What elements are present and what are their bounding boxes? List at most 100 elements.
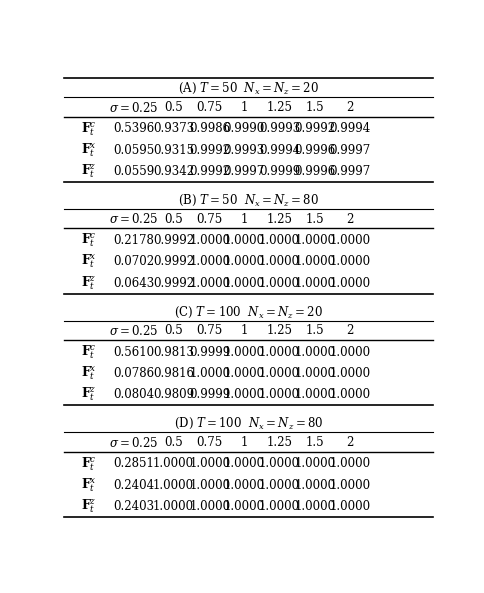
Text: 0.0804: 0.0804 [113, 388, 154, 401]
Text: 1.0000: 1.0000 [223, 479, 264, 492]
Text: 0.9373: 0.9373 [152, 122, 194, 135]
Text: 1.5: 1.5 [305, 324, 323, 337]
Text: 0.9992: 0.9992 [189, 165, 230, 178]
Text: 1.0000: 1.0000 [223, 234, 264, 247]
Text: 0.9992: 0.9992 [152, 276, 194, 289]
Text: 0.9999: 0.9999 [258, 165, 300, 178]
Text: 0.9993: 0.9993 [258, 122, 300, 135]
Text: 0.9992: 0.9992 [294, 122, 334, 135]
Text: 0.5: 0.5 [164, 101, 182, 114]
Text: 0.5: 0.5 [164, 213, 182, 226]
Text: 1.0000: 1.0000 [258, 346, 299, 359]
Text: 0.5610: 0.5610 [113, 346, 154, 359]
Text: $\mathbf{F}_t^c$: $\mathbf{F}_t^c$ [81, 455, 96, 473]
Text: $\sigma = 0.25$: $\sigma = 0.25$ [109, 212, 158, 226]
Text: 0.9996: 0.9996 [293, 144, 334, 157]
Text: $\mathbf{F}_t^x$: $\mathbf{F}_t^x$ [81, 253, 96, 270]
Text: 1.0000: 1.0000 [329, 500, 370, 513]
Text: 1: 1 [240, 213, 247, 226]
Text: 1: 1 [240, 324, 247, 337]
Text: 1.0000: 1.0000 [329, 457, 370, 470]
Text: 1.0000: 1.0000 [223, 255, 264, 268]
Text: 1.0000: 1.0000 [223, 367, 264, 380]
Text: 1.0000: 1.0000 [329, 234, 370, 247]
Text: 0.5: 0.5 [164, 436, 182, 449]
Text: 0.0643: 0.0643 [113, 276, 154, 289]
Text: 0.0595: 0.0595 [113, 144, 154, 157]
Text: 0.9997: 0.9997 [329, 144, 370, 157]
Text: 1.0000: 1.0000 [258, 479, 299, 492]
Text: 2: 2 [346, 101, 353, 114]
Text: 0.9813: 0.9813 [152, 346, 194, 359]
Text: 0.9342: 0.9342 [152, 165, 194, 178]
Text: (A) $T = 50$  $N_x = N_z = 20$: (A) $T = 50$ $N_x = N_z = 20$ [178, 81, 318, 96]
Text: 1.0000: 1.0000 [223, 276, 264, 289]
Text: 1.0000: 1.0000 [223, 457, 264, 470]
Text: 0.9992: 0.9992 [152, 234, 194, 247]
Text: (B) $T = 50$  $N_x = N_z = 80$: (B) $T = 50$ $N_x = N_z = 80$ [178, 193, 318, 208]
Text: (C) $T = 100$  $N_x = N_z = 20$: (C) $T = 100$ $N_x = N_z = 20$ [174, 304, 322, 320]
Text: $\sigma = 0.25$: $\sigma = 0.25$ [109, 436, 158, 449]
Text: 1.25: 1.25 [266, 213, 292, 226]
Text: 0.75: 0.75 [197, 101, 223, 114]
Text: 1.0000: 1.0000 [258, 234, 299, 247]
Text: 1.0000: 1.0000 [294, 346, 334, 359]
Text: 0.9986: 0.9986 [189, 122, 230, 135]
Text: 0.9816: 0.9816 [152, 367, 194, 380]
Text: 0.9990: 0.9990 [223, 122, 264, 135]
Text: 0.2851: 0.2851 [113, 457, 154, 470]
Text: 1.0000: 1.0000 [152, 500, 194, 513]
Text: 1.0000: 1.0000 [294, 367, 334, 380]
Text: 1.0000: 1.0000 [329, 388, 370, 401]
Text: 1: 1 [240, 436, 247, 449]
Text: 1.0000: 1.0000 [329, 255, 370, 268]
Text: 2: 2 [346, 436, 353, 449]
Text: 1.0000: 1.0000 [152, 457, 194, 470]
Text: 0.2178: 0.2178 [113, 234, 154, 247]
Text: 1.0000: 1.0000 [258, 255, 299, 268]
Text: 1.0000: 1.0000 [294, 388, 334, 401]
Text: 0.9999: 0.9999 [189, 388, 230, 401]
Text: 1.0000: 1.0000 [189, 500, 230, 513]
Text: 1.0000: 1.0000 [258, 367, 299, 380]
Text: $\mathbf{F}_t^x$: $\mathbf{F}_t^x$ [81, 476, 96, 494]
Text: 2: 2 [346, 213, 353, 226]
Text: 1.0000: 1.0000 [223, 346, 264, 359]
Text: 0.75: 0.75 [197, 436, 223, 449]
Text: 1.0000: 1.0000 [258, 457, 299, 470]
Text: 1.0000: 1.0000 [294, 234, 334, 247]
Text: (D) $T = 100$  $N_x = N_z = 80$: (D) $T = 100$ $N_x = N_z = 80$ [173, 416, 323, 431]
Text: 1.0000: 1.0000 [258, 500, 299, 513]
Text: 1.25: 1.25 [266, 324, 292, 337]
Text: 0.0702: 0.0702 [113, 255, 154, 268]
Text: 1.0000: 1.0000 [294, 479, 334, 492]
Text: 1.0000: 1.0000 [329, 346, 370, 359]
Text: 1.0000: 1.0000 [258, 388, 299, 401]
Text: 1.0000: 1.0000 [294, 255, 334, 268]
Text: 1.0000: 1.0000 [189, 479, 230, 492]
Text: 0.9997: 0.9997 [223, 165, 264, 178]
Text: 1.0000: 1.0000 [329, 367, 370, 380]
Text: $\sigma = 0.25$: $\sigma = 0.25$ [109, 100, 158, 114]
Text: 0.9997: 0.9997 [329, 165, 370, 178]
Text: 1.0000: 1.0000 [294, 457, 334, 470]
Text: 0.75: 0.75 [197, 213, 223, 226]
Text: 0.5: 0.5 [164, 324, 182, 337]
Text: $\mathbf{F}_t^c$: $\mathbf{F}_t^c$ [81, 343, 96, 361]
Text: $\mathbf{F}_t^z$: $\mathbf{F}_t^z$ [81, 386, 96, 403]
Text: 1.5: 1.5 [305, 213, 323, 226]
Text: 0.9993: 0.9993 [223, 144, 264, 157]
Text: 1.0000: 1.0000 [294, 500, 334, 513]
Text: 1.5: 1.5 [305, 101, 323, 114]
Text: $\mathbf{F}_t^z$: $\mathbf{F}_t^z$ [81, 162, 96, 180]
Text: 1.0000: 1.0000 [189, 457, 230, 470]
Text: 1.0000: 1.0000 [223, 388, 264, 401]
Text: 0.9994: 0.9994 [329, 122, 370, 135]
Text: $\mathbf{F}_t^x$: $\mathbf{F}_t^x$ [81, 365, 96, 382]
Text: 1.0000: 1.0000 [152, 479, 194, 492]
Text: 0.2404: 0.2404 [113, 479, 154, 492]
Text: 1.25: 1.25 [266, 101, 292, 114]
Text: 0.9999: 0.9999 [189, 346, 230, 359]
Text: 1.0000: 1.0000 [294, 276, 334, 289]
Text: $\mathbf{F}_t^c$: $\mathbf{F}_t^c$ [81, 120, 96, 138]
